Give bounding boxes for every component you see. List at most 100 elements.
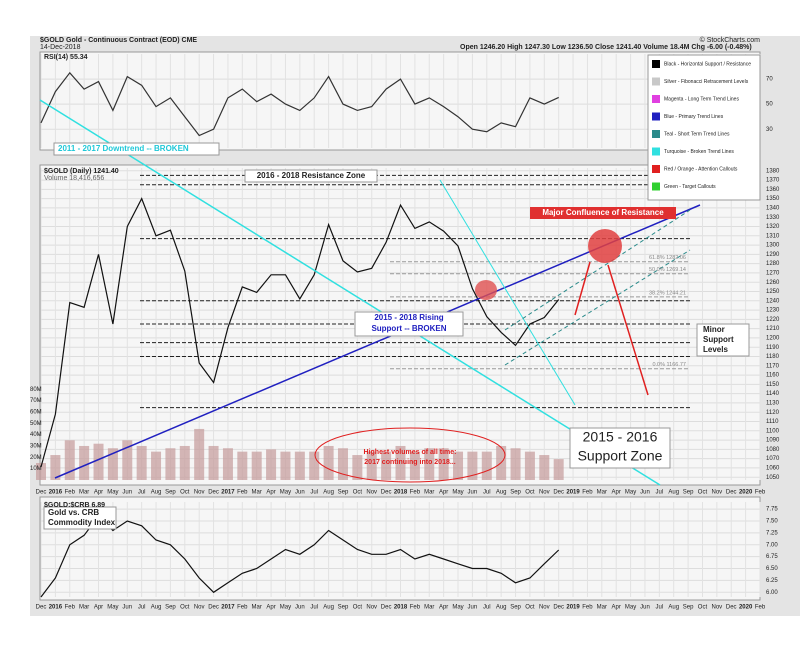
x-tick-label: 2017 xyxy=(221,605,235,611)
volume-bar xyxy=(165,448,176,480)
ann-box xyxy=(696,323,750,357)
x-tick-label: Oct xyxy=(698,490,708,496)
panel-title: $GOLD (Daily) 1241.40 xyxy=(44,168,119,175)
x-tick-label: Feb xyxy=(237,605,248,611)
x-tick-label: Jul xyxy=(483,490,491,496)
y-tick-label: 6.25 xyxy=(766,578,778,584)
y-tick-label: 1260 xyxy=(766,280,780,286)
y-tick-label: 7.75 xyxy=(766,507,778,513)
y-tick-label: 1320 xyxy=(766,224,780,230)
volume-bar xyxy=(93,443,104,480)
channel-bottom xyxy=(504,249,691,366)
x-tick-label: Sep xyxy=(510,605,521,611)
volume-callout xyxy=(314,427,506,483)
x-tick-label: May xyxy=(452,605,463,611)
y-tick-label: 1150 xyxy=(766,382,780,388)
x-tick-label: Oct xyxy=(180,605,190,611)
x-tick-label: 2020 xyxy=(739,490,753,496)
y-tick-label: 1280 xyxy=(766,261,780,267)
x-tick-label: Dec xyxy=(36,490,47,496)
x-tick-label: Oct xyxy=(525,490,535,496)
annotation: Support xyxy=(703,335,734,344)
volume-bar xyxy=(151,451,162,480)
x-tick-label: Feb xyxy=(755,490,766,496)
x-tick-label: Apr xyxy=(612,605,621,611)
x-tick-label: Mar xyxy=(424,605,434,611)
ann-box xyxy=(530,207,676,219)
x-tick-label: Jul xyxy=(138,490,146,496)
y2-tick-label: 20M xyxy=(30,455,42,461)
x-tick-label: 2020 xyxy=(739,605,753,611)
level-label: 50.0% 1269.14 xyxy=(649,267,686,273)
legend-label: Blue - Primary Trend Lines xyxy=(664,114,724,120)
volume-bar xyxy=(294,451,305,480)
y-tick-label: 70 xyxy=(766,77,773,83)
y-tick-label: 1250 xyxy=(766,289,780,295)
annotation: Major Confluence of Resistance xyxy=(542,208,664,217)
ann-box xyxy=(43,506,117,530)
volume-bar xyxy=(553,459,564,480)
volume-bar xyxy=(251,451,262,480)
channel-top xyxy=(504,209,691,331)
x-tick-label: Aug xyxy=(323,490,334,496)
volume-bar xyxy=(36,462,46,480)
volume-bar xyxy=(424,448,435,480)
annotation: Gold vs. CRB xyxy=(48,508,99,517)
panel-title: $GOLD:$CRB 6.89 xyxy=(44,502,105,509)
x-tick-label: May xyxy=(107,605,118,611)
x-tick-label: Dec xyxy=(726,490,737,496)
x-tick-label: May xyxy=(625,490,636,496)
volume-bar xyxy=(208,445,219,480)
ann-box xyxy=(53,142,220,156)
y2-tick-label: 80M xyxy=(30,387,42,393)
x-tick-label: May xyxy=(452,490,463,496)
x-tick-label: 2019 xyxy=(566,605,580,611)
volume-bar xyxy=(524,451,535,480)
series-line xyxy=(40,197,560,468)
volume-bar xyxy=(395,445,406,480)
annotation: 2011 - 2017 Downtrend -- BROKEN xyxy=(58,144,189,153)
volume-bar xyxy=(222,448,233,480)
x-tick-label: Apr xyxy=(439,605,448,611)
volume-bar xyxy=(352,455,363,480)
x-tick-label: Nov xyxy=(366,490,377,496)
legend-swatch xyxy=(652,130,660,138)
annotation: 2016 - 2018 Resistance Zone xyxy=(257,171,366,180)
legend-swatch xyxy=(652,60,660,68)
annotation: Highest volumes of all time: xyxy=(364,449,457,456)
callout-circle xyxy=(588,229,622,263)
y-tick-label: 1080 xyxy=(766,447,780,453)
x-tick-label: Feb xyxy=(755,605,766,611)
legend-box xyxy=(647,54,761,201)
x-tick-label: Jul xyxy=(656,490,664,496)
y-tick-label: 6.75 xyxy=(766,554,778,560)
x-tick-label: Aug xyxy=(151,490,162,496)
x-tick-label: Dec xyxy=(726,605,737,611)
y-tick-label: 1290 xyxy=(766,252,780,258)
x-tick-label: May xyxy=(280,490,291,496)
level-label: 38.2% 1244.21 xyxy=(649,290,686,296)
annotation: Minor xyxy=(703,325,725,334)
x-tick-label: Jun xyxy=(468,605,478,611)
x-tick-label: Dec xyxy=(381,605,392,611)
series-line xyxy=(40,515,560,598)
x-tick-label: Mar xyxy=(252,490,262,496)
y-tick-label: 7.25 xyxy=(766,530,778,536)
x-tick-label: Oct xyxy=(525,605,535,611)
x-tick-label: Sep xyxy=(683,490,694,496)
annotation: Support -- BROKEN xyxy=(371,324,446,333)
x-tick-label: Feb xyxy=(582,605,593,611)
x-tick-label: Dec xyxy=(208,605,219,611)
x-tick-label: Nov xyxy=(712,490,723,496)
x-tick-label: Jul xyxy=(138,605,146,611)
y2-tick-label: 10M xyxy=(30,466,42,472)
x-tick-label: Apr xyxy=(94,490,103,496)
x-tick-label: Aug xyxy=(668,605,679,611)
ann-box xyxy=(569,427,671,469)
y-tick-label: 1160 xyxy=(766,373,780,379)
x-tick-label: Dec xyxy=(381,490,392,496)
x-tick-label: Sep xyxy=(683,605,694,611)
volume-bar xyxy=(453,451,464,480)
x-tick-label: Jul xyxy=(310,605,318,611)
volume-bar xyxy=(136,445,147,480)
